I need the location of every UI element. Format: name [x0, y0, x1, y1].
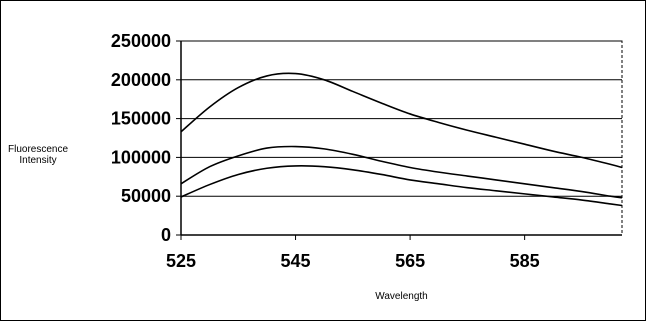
y-axis-label-line-2: Intensity — [19, 155, 56, 166]
y-tick-label-50000: 50000 — [121, 186, 171, 206]
series-line-3 — [180, 165, 623, 207]
y-axis-label: Fluorescence Intensity — [8, 144, 68, 166]
y-axis-label-line-1: Fluorescence — [8, 144, 68, 155]
x-axis-label: Wavelength — [375, 291, 427, 302]
series-line-2 — [180, 145, 623, 199]
x-tick-label-525: 525 — [166, 251, 196, 271]
axes — [176, 40, 622, 240]
y-tick-labels: 0 50000 100000 150000 200000 250000 — [111, 31, 171, 245]
y-tick-label-0: 0 — [161, 225, 171, 245]
series-line-1 — [180, 72, 623, 169]
x-tick-label-565: 565 — [395, 251, 425, 271]
series-group — [180, 72, 623, 207]
x-tick-label-545: 545 — [281, 251, 311, 271]
y-tick-label-200000: 200000 — [111, 70, 171, 90]
chart-border — [0, 0, 646, 321]
y-tick-label-150000: 150000 — [111, 109, 171, 129]
y-tick-label-250000: 250000 — [111, 31, 171, 51]
x-tick-label-585: 585 — [510, 251, 540, 271]
y-tick-label-100000: 100000 — [111, 147, 171, 167]
x-tick-labels: 525 545 565 585 — [166, 251, 540, 271]
